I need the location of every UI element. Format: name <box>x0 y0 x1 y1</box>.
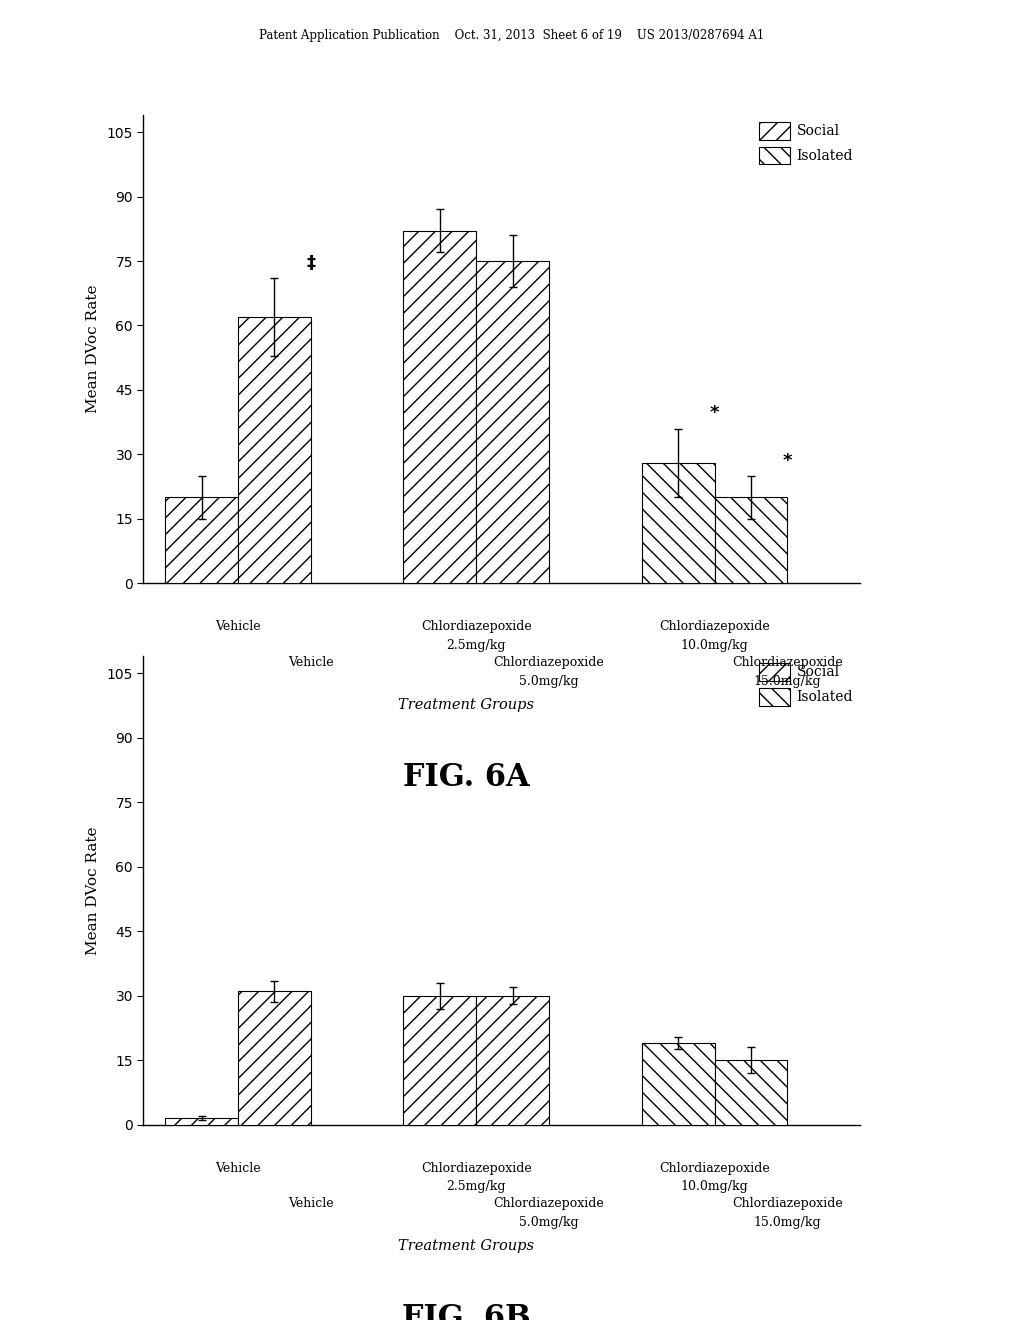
Bar <box>715 1060 787 1125</box>
Bar <box>476 261 549 583</box>
Text: Chlordiazepoxide: Chlordiazepoxide <box>732 1197 843 1210</box>
Text: Chlordiazepoxide: Chlordiazepoxide <box>421 1162 531 1175</box>
Text: 15.0mg/kg: 15.0mg/kg <box>754 675 821 688</box>
Text: FIG. 6A: FIG. 6A <box>402 762 529 792</box>
Text: Vehicle: Vehicle <box>215 1162 261 1175</box>
Text: *: * <box>710 404 719 422</box>
Y-axis label: Mean DVoc Rate: Mean DVoc Rate <box>86 285 99 413</box>
Text: Chlordiazepoxide: Chlordiazepoxide <box>494 656 604 669</box>
Text: 10.0mg/kg: 10.0mg/kg <box>681 639 749 652</box>
Text: FIG. 6B: FIG. 6B <box>401 1303 530 1320</box>
Text: Vehicle: Vehicle <box>288 1197 334 1210</box>
Bar <box>403 995 476 1125</box>
Bar <box>238 317 311 583</box>
Text: 5.0mg/kg: 5.0mg/kg <box>519 1216 579 1229</box>
Text: Chlordiazepoxide: Chlordiazepoxide <box>421 620 531 634</box>
Text: Vehicle: Vehicle <box>215 620 261 634</box>
Y-axis label: Mean DVoc Rate: Mean DVoc Rate <box>86 826 99 954</box>
Text: 5.0mg/kg: 5.0mg/kg <box>519 675 579 688</box>
Text: Patent Application Publication    Oct. 31, 2013  Sheet 6 of 19    US 2013/028769: Patent Application Publication Oct. 31, … <box>259 29 765 42</box>
Text: 15.0mg/kg: 15.0mg/kg <box>754 1216 821 1229</box>
Bar <box>642 1043 715 1125</box>
Bar <box>642 463 715 583</box>
Legend: Social, Isolated: Social, Isolated <box>759 121 853 165</box>
Text: Chlordiazepoxide: Chlordiazepoxide <box>659 620 770 634</box>
Text: 2.5mg/kg: 2.5mg/kg <box>446 639 506 652</box>
Bar <box>476 995 549 1125</box>
Text: Treatment Groups: Treatment Groups <box>398 1239 534 1254</box>
Text: *: * <box>782 451 793 470</box>
Bar <box>715 498 787 583</box>
Legend: Social, Isolated: Social, Isolated <box>759 663 853 706</box>
Text: Chlordiazepoxide: Chlordiazepoxide <box>494 1197 604 1210</box>
Bar <box>238 991 311 1125</box>
Bar <box>165 1118 238 1125</box>
Text: 2.5mg/kg: 2.5mg/kg <box>446 1180 506 1193</box>
Text: Chlordiazepoxide: Chlordiazepoxide <box>732 656 843 669</box>
Text: 10.0mg/kg: 10.0mg/kg <box>681 1180 749 1193</box>
Text: ‡: ‡ <box>306 253 315 272</box>
Text: Treatment Groups: Treatment Groups <box>398 698 534 713</box>
Text: Vehicle: Vehicle <box>288 656 334 669</box>
Bar <box>403 231 476 583</box>
Bar <box>165 498 238 583</box>
Text: Chlordiazepoxide: Chlordiazepoxide <box>659 1162 770 1175</box>
